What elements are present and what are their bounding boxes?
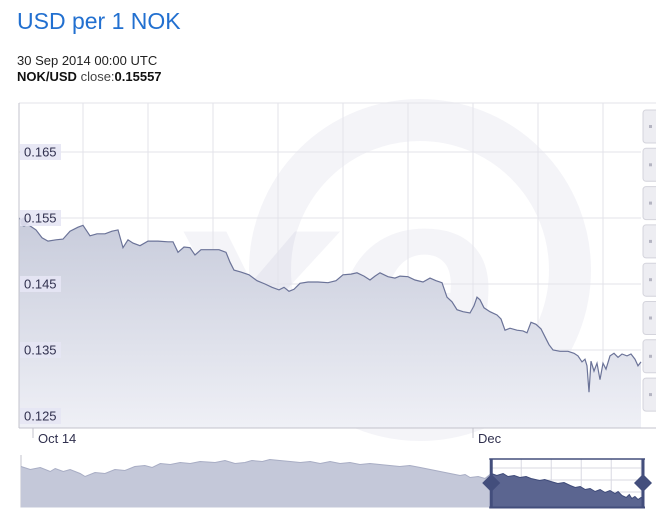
- side-button[interactable]: [642, 339, 656, 374]
- navigator: [20, 455, 652, 509]
- side-button-glyph: [649, 201, 652, 205]
- side-button[interactable]: [642, 147, 656, 182]
- side-button[interactable]: [642, 109, 656, 144]
- side-button-glyph: [649, 278, 652, 282]
- y-tick-label: 0.155: [24, 211, 57, 226]
- navigator-area-selected: [491, 473, 643, 508]
- chart-timestamp: 30 Sep 2014 00:00 UTC: [17, 53, 158, 68]
- x-tick-label: Oct 14: [38, 431, 76, 446]
- price-area: [19, 218, 641, 428]
- side-button-glyph: [649, 163, 652, 167]
- side-button-glyph: [649, 393, 652, 397]
- navigator-line-selected: [491, 472, 644, 501]
- y-tick-label-bg: [20, 210, 61, 226]
- pair-label: NOK/USD: [17, 69, 77, 84]
- side-button[interactable]: [642, 186, 656, 221]
- y-tick-label-bg: [20, 408, 61, 424]
- side-button-glyph: [649, 354, 652, 358]
- x-tick-label: Dec: [478, 431, 502, 446]
- side-button-glyph: [649, 239, 652, 243]
- navigator-handle-left[interactable]: [482, 459, 501, 508]
- y-tick-label: 0.145: [24, 277, 57, 292]
- side-button[interactable]: [642, 377, 656, 412]
- side-button[interactable]: [642, 262, 656, 297]
- y-tick-label: 0.135: [24, 343, 57, 358]
- y-tick-label-bg: [20, 276, 61, 292]
- side-button[interactable]: [642, 224, 656, 259]
- close-readout: NOK/USD close:0.15557: [17, 69, 162, 84]
- close-value: 0.15557: [114, 69, 162, 84]
- close-label: close:: [80, 69, 115, 84]
- navigator-handle-right[interactable]: [634, 459, 652, 508]
- side-button[interactable]: [642, 301, 656, 335]
- y-tick-label: 0.165: [24, 145, 57, 160]
- page-title: USD per 1 NOK: [17, 8, 181, 34]
- side-button-glyph: [649, 125, 652, 128]
- y-tick-label-bg: [20, 342, 61, 358]
- price-line: [18, 217, 642, 393]
- side-button-glyph: [649, 316, 652, 320]
- y-tick-label-bg: [20, 144, 61, 160]
- y-tick-label: 0.125: [24, 409, 57, 424]
- navigator-area-unselected: [21, 459, 643, 508]
